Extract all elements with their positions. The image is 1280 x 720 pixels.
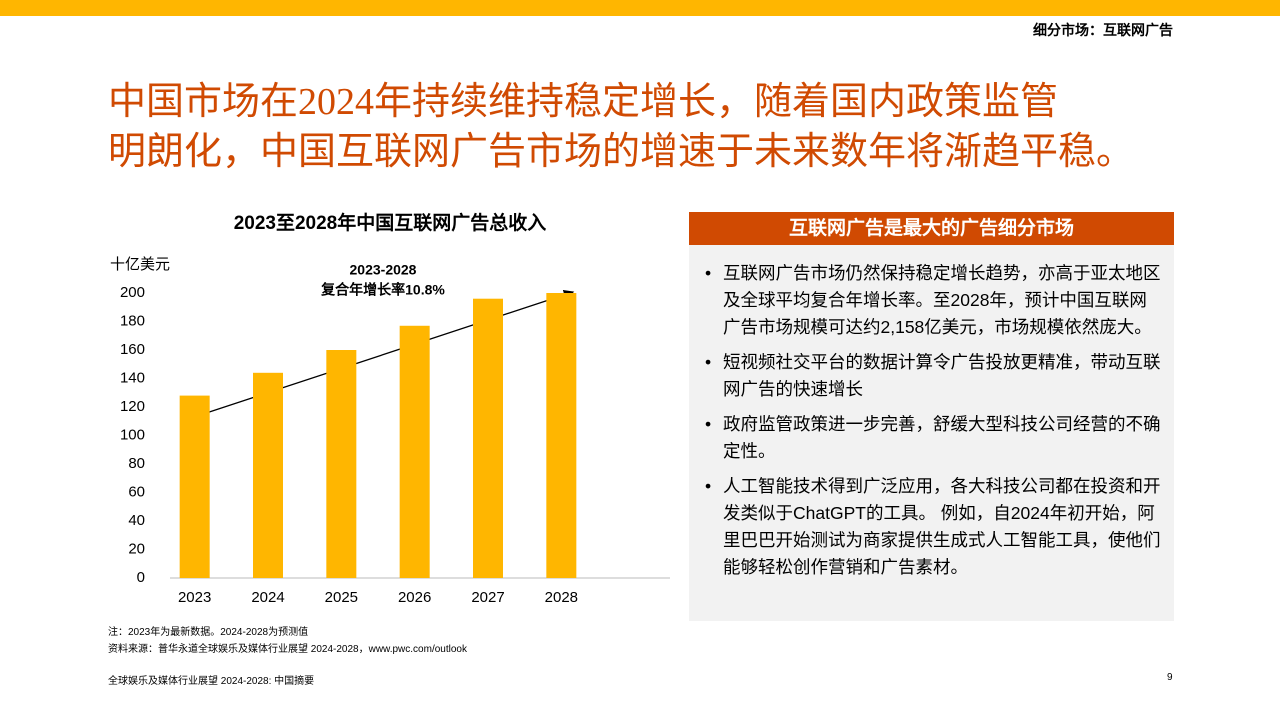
x-tick-label: 2028 [545, 589, 578, 606]
panel-heading: 互联网广告是最大的广告细分市场 [689, 212, 1174, 245]
y-tick-label: 60 [128, 483, 145, 500]
x-tick-label: 2026 [398, 589, 431, 606]
bar [473, 298, 503, 578]
bullet-list: 互联网广告市场仍然保持稳定增长趋势，亦高于亚太地区及全球平均复合年增长率。至20… [705, 260, 1165, 589]
bullet: 互联网广告市场仍然保持稳定增长趋势，亦高于亚太地区及全球平均复合年增长率。至20… [705, 260, 1163, 341]
footer-text: 全球娱乐及媒体行业展望 2024-2028: 中国摘要 [108, 676, 315, 687]
annotation: 2023-2028 [350, 262, 417, 278]
y-tick-label: 120 [120, 398, 145, 415]
y-tick-label: 0 [137, 569, 145, 586]
note: 注：2023年为最新数据。2024-2028为预测值 [108, 627, 309, 638]
bullet: 短视频社交平台的数据计算令广告投放更精准，带动互联网广告的快速增长 [705, 349, 1163, 403]
y-tick-label: 40 [128, 512, 145, 529]
annotation: 复合年增长率10.8% [320, 282, 445, 298]
chart-title: 2023至2028年中国互联网广告总收入 [234, 211, 547, 234]
trend-arrow [184, 289, 575, 421]
title-line: 明朗化，中国互联网广告市场的增速于未来数年将渐趋平稳。 [108, 131, 1135, 173]
y-tick-label: 20 [128, 540, 145, 557]
bullet: 人工智能技术得到广泛应用，各大科技公司都在投资和开发类似于ChatGPT的工具。… [705, 473, 1163, 581]
section-label: 细分市场：互联网广告 [1033, 22, 1173, 38]
y-tick-label: 80 [128, 455, 145, 472]
chart: 2023至2028年中国互联网广告总收入 十亿美元 2023-2028 复合年增… [110, 211, 670, 606]
y-tick-label: 140 [120, 369, 145, 386]
bar [546, 293, 577, 578]
x-tick-label: 2025 [325, 589, 358, 606]
bar [326, 350, 357, 578]
y-tick-label: 180 [120, 312, 145, 329]
x-tick-label: 2027 [471, 589, 504, 606]
x-tick-label: 2023 [178, 589, 211, 606]
y-axis-label: 十亿美元 [110, 256, 170, 273]
page-number: 9 [1167, 672, 1173, 683]
y-tick-label: 100 [120, 426, 145, 443]
bar [399, 325, 430, 578]
title-line: 中国市场在2024年持续维持稳定增长，随着国内政策监管 [108, 81, 1059, 123]
y-tick-label: 200 [120, 284, 145, 301]
x-tick-label: 2024 [251, 589, 284, 606]
bar [253, 372, 283, 578]
bullet: 政府监管政策进一步完善，舒缓大型科技公司经营的不确定性。 [705, 411, 1163, 465]
bar [179, 395, 210, 578]
top-bar [0, 0, 1280, 16]
note: 资料来源：普华永道全球娱乐及媒体行业展望 2024-2028，www.pwc.c… [108, 644, 467, 655]
y-tick-label: 160 [120, 341, 145, 358]
